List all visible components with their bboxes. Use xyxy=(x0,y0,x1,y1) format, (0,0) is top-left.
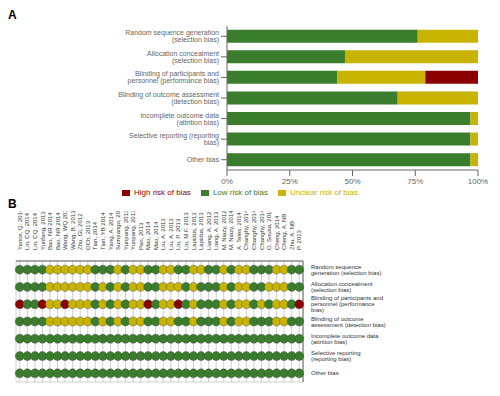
svg-text:Allocation concealment(selecti: Allocation concealment(selection bias) xyxy=(311,281,373,293)
html-text:Low risk of bias: Low risk of bias xyxy=(212,188,268,197)
svg-text:Zhu, GL 2012: Zhu, GL 2012 xyxy=(77,213,83,250)
svg-text:Bao, NR 2014: Bao, NR 2014 xyxy=(47,212,53,250)
svg-text:Mao, 2014: Mao, 2014 xyxy=(153,221,159,250)
svg-text:Changhy, 2014: Changhy, 2014 xyxy=(251,211,257,250)
svg-text:Mao, 2014: Mao, 2014 xyxy=(145,221,151,250)
svg-text:Random sequence generation(sel: Random sequence generation(selection bia… xyxy=(125,29,219,44)
svg-text:Blinding of outcomeassessment: Blinding of outcomeassessment (detection… xyxy=(311,316,386,328)
svg-text:A. Teles, 2014: A. Teles, 2014 xyxy=(236,211,242,250)
svg-text:25%: 25% xyxy=(282,177,298,186)
svg-text:Lin, CQ. 2014: Lin, CQ. 2014 xyxy=(32,212,38,250)
html-text:A: A xyxy=(8,8,17,22)
svg-text:OCh, 2013: OCh, 2013 xyxy=(85,220,91,250)
svg-text:Liu, M.F. 2013: Liu, M.F. 2013 xyxy=(183,212,189,250)
svg-text:Incomplete outcome data(attrit: Incomplete outcome data(attrition bias) xyxy=(311,333,379,345)
svg-text:Random sequencegeneration (sel: Random sequencegeneration (selection bia… xyxy=(311,264,381,276)
svg-text:0%: 0% xyxy=(221,177,233,186)
svg-text:Pan, 2013: Pan, 2013 xyxy=(138,222,144,250)
svg-text:Wang, B. 2013: Wang, B. 2013 xyxy=(70,211,76,250)
svg-text:Changhy, 2014: Changhy, 2014 xyxy=(243,211,249,250)
svg-text:Yunfang, 2013: Yunfang, 2013 xyxy=(40,211,46,250)
svg-text:Liang, A. 2013: Liang, A. 2013 xyxy=(213,211,219,250)
svg-text:Incomplete outcome data(attrit: Incomplete outcome data(attrition bias) xyxy=(140,112,219,127)
svg-text:Sumpango, 2013: Sumpango, 2013 xyxy=(115,211,121,250)
svg-text:Zhu, A. NB: Zhu, A. NB xyxy=(289,221,295,250)
svg-text:Blinding of participants andpe: Blinding of participants andpersonnel (p… xyxy=(311,295,383,313)
svg-text:Changhy, 2014: Changhy, 2014 xyxy=(259,211,265,250)
svg-text:Lin, CQ. 2014: Lin, CQ. 2014 xyxy=(24,212,30,250)
svg-text:O. Sousa, 2014: O. Sousa, 2014 xyxy=(266,211,272,250)
svg-text:Lapidus, 2013: Lapidus, 2013 xyxy=(198,212,204,250)
svg-text:Wang, WQ 2014: Wang, WQ 2014 xyxy=(62,211,68,250)
html-text:B: B xyxy=(8,197,17,211)
svg-text:Bao, NR 2014: Bao, NR 2014 xyxy=(55,212,61,250)
svg-text:Blinding of participants andpe: Blinding of participants andpersonnel (p… xyxy=(128,70,220,85)
svg-text:M. Niazy, 2012: M. Niazy, 2012 xyxy=(221,211,227,250)
html-text:Unclear risk of bias: Unclear risk of bias xyxy=(290,188,358,197)
svg-text:Cheng, 2014: Cheng, 2014 xyxy=(274,215,280,250)
svg-text:Lapidus, 2013: Lapidus, 2013 xyxy=(191,212,197,250)
svg-text:Selective reporting(reporting: Selective reporting(reporting bias) xyxy=(311,350,361,362)
svg-text:Liu, A. 2013: Liu, A. 2013 xyxy=(160,218,166,250)
svg-text:50%: 50% xyxy=(344,177,360,186)
svg-text:Yance, Q. 2014: Yance, Q. 2014 xyxy=(17,211,23,250)
svg-text:Cheng, A. NB: Cheng, A. NB xyxy=(281,214,287,250)
svg-text:Other bias: Other bias xyxy=(187,156,220,163)
svg-text:Selective reporting (reporting: Selective reporting (reportingbias) xyxy=(129,132,219,147)
svg-text:Liang, A. 2012: Liang, A. 2012 xyxy=(206,211,212,250)
svg-text:Tian, YB 2014: Tian, YB 2014 xyxy=(100,212,106,250)
svg-text:Liu, P. 2013: Liu, P. 2013 xyxy=(175,218,181,250)
svg-text:Yunpang, 2013: Yunpang, 2013 xyxy=(123,211,129,250)
svg-text:Liu, A. 2013: Liu, A. 2013 xyxy=(168,218,174,250)
svg-text:Tian, 2014: Tian, 2014 xyxy=(92,221,98,250)
svg-text:Yang, A. 2014: Yang, A. 2014 xyxy=(108,212,114,250)
svg-text:Blinding of outcome assessment: Blinding of outcome assessment(detection… xyxy=(118,91,219,106)
svg-text:Yunpang, 2013: Yunpang, 2013 xyxy=(130,211,136,250)
svg-text:M. Niazy, 2014: M. Niazy, 2014 xyxy=(228,211,234,250)
svg-text:P. 2013: P. 2013 xyxy=(296,229,302,250)
svg-text:Allocation concealment(selecti: Allocation concealment(selection bias) xyxy=(147,50,219,65)
svg-text:100%: 100% xyxy=(468,177,488,186)
html-text:High risk of bias: High risk of bias xyxy=(134,188,191,197)
svg-text:75%: 75% xyxy=(407,177,423,186)
svg-text:Other bias: Other bias xyxy=(311,370,339,376)
